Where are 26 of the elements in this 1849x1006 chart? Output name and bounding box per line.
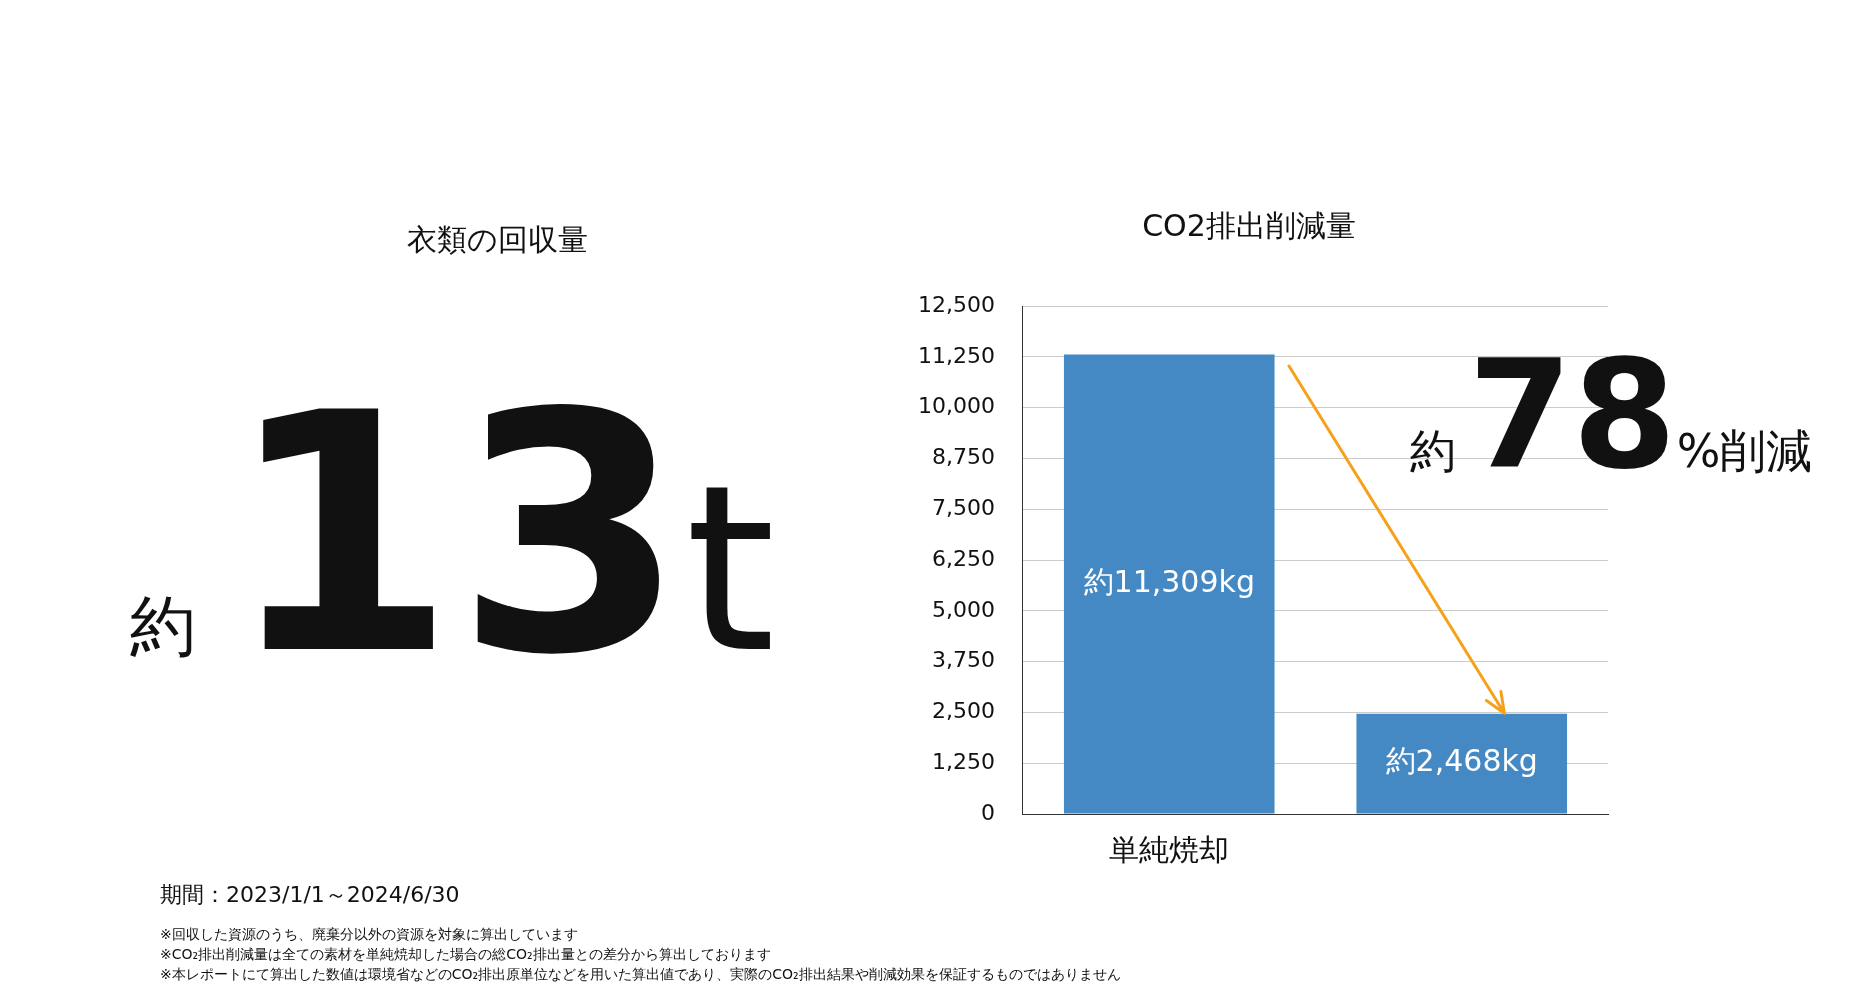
text: 期間：2023/1/1～2024/6/30 — [160, 881, 461, 909]
text: %削減 — [1676, 424, 1813, 478]
data-label: 約2,468kg — [1385, 743, 1538, 779]
text: t — [685, 436, 776, 703]
y-tick-label: 11,250 — [917, 342, 995, 368]
y-tick-label: 6,250 — [931, 545, 995, 571]
text: 約 — [130, 588, 196, 665]
y-tick-label: 3,750 — [931, 647, 995, 673]
y-tick-label: 10,000 — [917, 393, 995, 419]
y-tick-label: 0 — [980, 799, 995, 825]
annotation: 約 — [1410, 424, 1456, 478]
text: ※本レポートにて算出した数値は環境省などのCO₂排出原単位などを用いた算出値であり、実際のCO₂排出結果や削減効果を保証するものではありません — [160, 965, 1122, 984]
text: 衣類の回収量 — [405, 221, 589, 259]
y-tick-label: 8,750 — [931, 444, 995, 470]
text: ※回収した資源のうち、廃棄分以外の資源を対象に算出しています — [160, 925, 579, 944]
annotation: 78 — [1468, 328, 1677, 502]
text: 13 — [226, 343, 686, 727]
chart-title: CO2排出削減量 — [1142, 207, 1356, 243]
data-label: 約11,309kg — [1083, 563, 1255, 599]
y-tick-label: 12,500 — [917, 291, 995, 317]
text: ※CO₂排出削減量は全ての素材を単純焼却した場合の総CO₂排出量との差分から算出しております — [160, 945, 772, 964]
y-tick-label: 7,500 — [931, 494, 995, 520]
y-tick-label: 5,000 — [931, 596, 995, 622]
x-tick-label: 単純焼却 — [1109, 831, 1230, 867]
y-tick-label: 2,500 — [931, 698, 995, 724]
y-tick-label: 1,250 — [931, 748, 995, 774]
